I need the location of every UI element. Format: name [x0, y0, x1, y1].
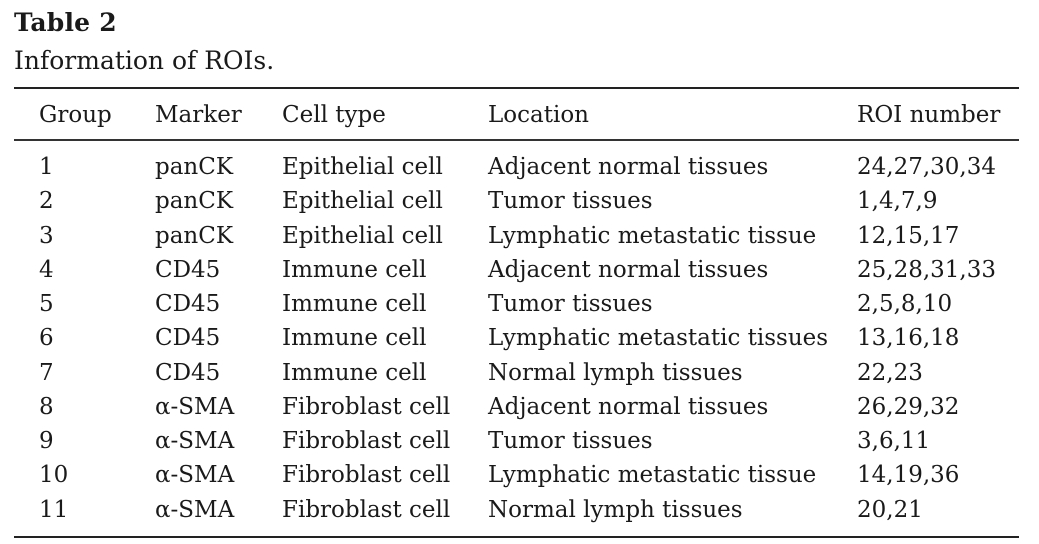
table-row: 6 CD45 Immune cell Lymphatic metastatic … — [0, 323, 1039, 353]
cell-marker: panCK — [155, 223, 234, 249]
cell-group: 5 — [39, 291, 54, 317]
column-header-location: Location — [488, 102, 589, 128]
table-row: 11 α-SMA Fibroblast cell Normal lymph ti… — [0, 495, 1039, 525]
cell-roi-number: 24,27,30,34 — [857, 154, 996, 180]
cell-roi-number: 22,23 — [857, 360, 923, 386]
cell-location: Lymphatic metastatic tissue — [488, 223, 817, 249]
cell-location: Tumor tissues — [488, 291, 653, 317]
cell-group: 7 — [39, 360, 54, 386]
cell-roi-number: 13,16,18 — [857, 325, 960, 351]
cell-location: Tumor tissues — [488, 188, 653, 214]
cell-location: Lymphatic metastatic tissues — [488, 325, 829, 351]
cell-cell-type: Fibroblast cell — [282, 497, 451, 523]
table-row: 9 α-SMA Fibroblast cell Tumor tissues 3,… — [0, 426, 1039, 456]
table-row: 2 panCK Epithelial cell Tumor tissues 1,… — [0, 186, 1039, 216]
table-header-row: Group Marker Cell type Location ROI numb… — [0, 100, 1039, 130]
cell-marker: α-SMA — [155, 497, 235, 523]
cell-location: Adjacent normal tissues — [488, 257, 769, 283]
table-top-rule — [14, 87, 1019, 89]
cell-roi-number: 1,4,7,9 — [857, 188, 938, 214]
cell-location: Adjacent normal tissues — [488, 154, 769, 180]
table-row: 3 panCK Epithelial cell Lymphatic metast… — [0, 221, 1039, 251]
table-row: 4 CD45 Immune cell Adjacent normal tissu… — [0, 255, 1039, 285]
cell-marker: CD45 — [155, 360, 221, 386]
cell-group: 8 — [39, 394, 54, 420]
table-row: 1 panCK Epithelial cell Adjacent normal … — [0, 152, 1039, 182]
cell-group: 2 — [39, 188, 54, 214]
cell-group: 10 — [39, 462, 69, 488]
cell-location: Tumor tissues — [488, 428, 653, 454]
cell-group: 9 — [39, 428, 54, 454]
cell-roi-number: 12,15,17 — [857, 223, 960, 249]
cell-group: 6 — [39, 325, 54, 351]
cell-group: 11 — [39, 497, 69, 523]
table-row: 7 CD45 Immune cell Normal lymph tissues … — [0, 358, 1039, 388]
cell-location: Adjacent normal tissues — [488, 394, 769, 420]
table-title: Table 2 — [14, 8, 117, 37]
cell-cell-type: Fibroblast cell — [282, 428, 451, 454]
cell-roi-number: 14,19,36 — [857, 462, 960, 488]
table-bottom-rule — [14, 536, 1019, 538]
table-row: 8 α-SMA Fibroblast cell Adjacent normal … — [0, 392, 1039, 422]
table-header-rule — [14, 139, 1019, 141]
table-row: 5 CD45 Immune cell Tumor tissues 2,5,8,1… — [0, 289, 1039, 319]
cell-location: Normal lymph tissues — [488, 360, 743, 386]
cell-marker: α-SMA — [155, 394, 235, 420]
table-caption: Information of ROIs. — [14, 46, 275, 75]
cell-marker: CD45 — [155, 325, 221, 351]
cell-roi-number: 3,6,11 — [857, 428, 931, 454]
column-header-group: Group — [39, 102, 112, 128]
cell-cell-type: Epithelial cell — [282, 154, 443, 180]
cell-group: 1 — [39, 154, 54, 180]
cell-roi-number: 25,28,31,33 — [857, 257, 996, 283]
cell-group: 4 — [39, 257, 54, 283]
cell-group: 3 — [39, 223, 54, 249]
cell-cell-type: Immune cell — [282, 325, 427, 351]
cell-marker: panCK — [155, 154, 234, 180]
cell-roi-number: 20,21 — [857, 497, 923, 523]
cell-cell-type: Immune cell — [282, 291, 427, 317]
cell-cell-type: Epithelial cell — [282, 188, 443, 214]
cell-cell-type: Immune cell — [282, 360, 427, 386]
cell-cell-type: Immune cell — [282, 257, 427, 283]
cell-cell-type: Fibroblast cell — [282, 462, 451, 488]
cell-marker: α-SMA — [155, 428, 235, 454]
column-header-marker: Marker — [155, 102, 242, 128]
cell-marker: CD45 — [155, 257, 221, 283]
column-header-cell-type: Cell type — [282, 102, 386, 128]
cell-roi-number: 26,29,32 — [857, 394, 960, 420]
cell-cell-type: Epithelial cell — [282, 223, 443, 249]
cell-location: Normal lymph tissues — [488, 497, 743, 523]
cell-marker: panCK — [155, 188, 234, 214]
cell-marker: α-SMA — [155, 462, 235, 488]
column-header-roi-number: ROI number — [857, 102, 1001, 128]
cell-cell-type: Fibroblast cell — [282, 394, 451, 420]
cell-roi-number: 2,5,8,10 — [857, 291, 953, 317]
cell-location: Lymphatic metastatic tissue — [488, 462, 817, 488]
table-row: 10 α-SMA Fibroblast cell Lymphatic metas… — [0, 460, 1039, 490]
cell-marker: CD45 — [155, 291, 221, 317]
